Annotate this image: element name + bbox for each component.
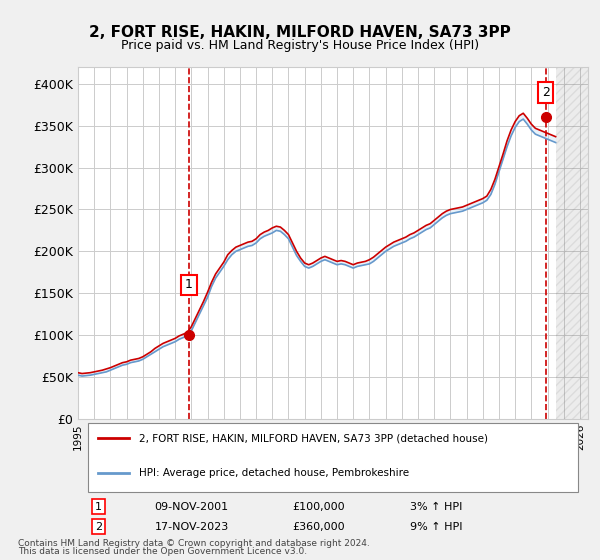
Text: £360,000: £360,000 — [292, 522, 345, 531]
Text: 17-NOV-2023: 17-NOV-2023 — [155, 522, 229, 531]
Text: 3% ↑ HPI: 3% ↑ HPI — [409, 502, 462, 512]
Text: This data is licensed under the Open Government Licence v3.0.: This data is licensed under the Open Gov… — [18, 548, 307, 557]
Text: £100,000: £100,000 — [292, 502, 345, 512]
Text: Price paid vs. HM Land Registry's House Price Index (HPI): Price paid vs. HM Land Registry's House … — [121, 39, 479, 52]
Text: 1: 1 — [95, 502, 102, 512]
Text: 2, FORT RISE, HAKIN, MILFORD HAVEN, SA73 3PP (detached house): 2, FORT RISE, HAKIN, MILFORD HAVEN, SA73… — [139, 433, 488, 443]
Text: HPI: Average price, detached house, Pembrokeshire: HPI: Average price, detached house, Pemb… — [139, 468, 409, 478]
Bar — [556, 67, 588, 419]
Text: 1: 1 — [185, 278, 193, 291]
Text: 09-NOV-2001: 09-NOV-2001 — [155, 502, 229, 512]
Text: 2: 2 — [95, 522, 102, 531]
Text: 9% ↑ HPI: 9% ↑ HPI — [409, 522, 462, 531]
FancyBboxPatch shape — [88, 423, 578, 492]
Text: Contains HM Land Registry data © Crown copyright and database right 2024.: Contains HM Land Registry data © Crown c… — [18, 539, 370, 548]
Text: 2: 2 — [542, 86, 550, 99]
Text: 2, FORT RISE, HAKIN, MILFORD HAVEN, SA73 3PP: 2, FORT RISE, HAKIN, MILFORD HAVEN, SA73… — [89, 25, 511, 40]
